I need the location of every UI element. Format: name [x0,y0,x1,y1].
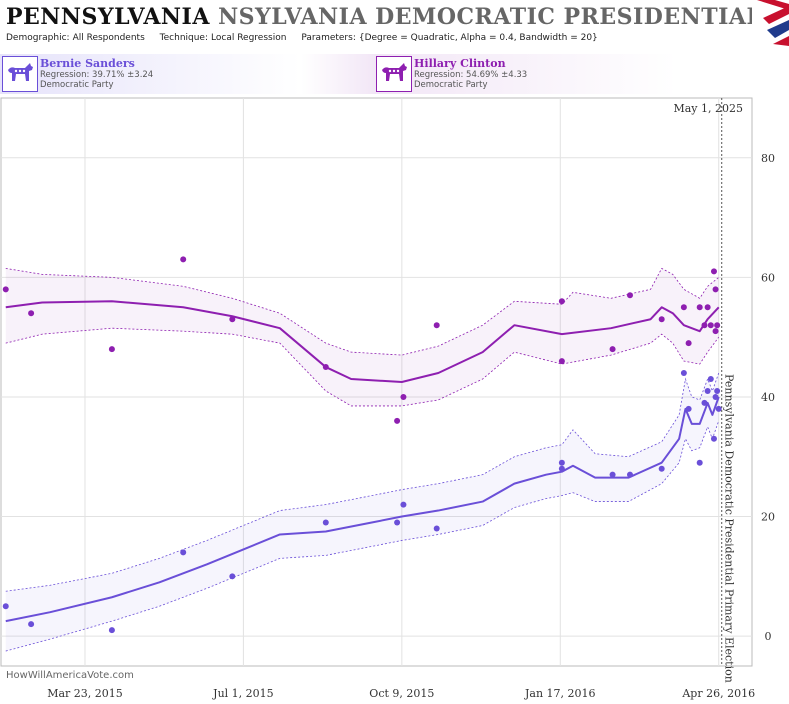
poll-point [558,358,565,365]
poll-point [229,316,236,323]
confidence-band [5,268,719,406]
poll-point [627,292,634,299]
x-tick-label: Jul 1, 2015 [212,687,274,700]
poll-point [696,459,703,466]
watermark: HowWillAmericaVote.com [6,670,134,681]
param-demographic: Demographic: All Respondents [6,33,145,43]
poll-point [400,393,407,400]
lower-bound-line [5,420,720,652]
poll-point [701,399,708,406]
trend-line [5,396,720,623]
candidate-party: Democratic Party [414,80,488,90]
poll-point [712,328,719,335]
poll-point [627,471,634,478]
poll-point [2,603,9,610]
y-tick-label: 0 [765,630,772,643]
y-tick-label: 80 [761,152,775,165]
param-technique: Technique: Local Regression [159,33,287,43]
confidence-band [5,373,719,652]
poll-point [710,435,717,442]
donkey-icon [2,56,38,92]
poll-point [229,573,236,580]
poll-point [558,298,565,305]
poll-point [696,304,703,311]
poll-point [609,346,616,353]
x-tick-label: Jan 17, 2016 [524,687,596,700]
poll-point [108,627,115,634]
lower-bound-line [5,327,720,407]
poll-point [707,322,714,329]
candidate-bar: Bernie Sanders Regression: 39.71% ±3.24 … [0,54,752,94]
title-state: PENNSYLVANIA [6,4,210,30]
poll-point [710,268,717,275]
x-tick-label: Oct 9, 2015 [369,687,434,700]
poll-point [558,459,565,466]
poll-point [180,256,187,263]
poll-point [712,286,719,293]
poll-point [609,471,616,478]
election-label: Pennsylvania Democratic Presidential Pri… [723,374,736,683]
candidate-name: Hillary Clinton [414,57,506,70]
poll-point [680,304,687,311]
trend-line [5,300,720,383]
poll-point [704,304,711,311]
candidate-regression: Regression: 54.69% ±4.33 [414,70,528,80]
candidate-regression: Regression: 39.71% ±3.24 [40,70,154,80]
poll-point [701,322,708,329]
poll-point [400,501,407,508]
poll-point [658,316,665,323]
upper-bound-line [5,267,719,356]
plot-frame [0,97,753,667]
y-tick-label: 60 [761,271,775,284]
upper-bound-line [5,372,720,592]
poll-point [322,519,329,526]
poll-point [2,286,9,293]
poll-point [707,376,714,383]
poll-chart: 0 20 40 60 80 Mar 23, 2015 Jul 1, 2015 Oct 9, 2… [0,97,775,700]
poll-point [685,405,692,412]
param-parameters: Parameters: {Degree = Quadratic, Alpha = … [301,33,598,43]
page-title: PENNSYLVANIA NSYLVANIA DEMOCRATIC PRESID… [6,4,752,30]
y-tick-label: 40 [761,391,775,404]
poll-point [433,322,440,329]
poll-point [704,387,711,394]
candidate-name: Bernie Sanders [40,57,135,70]
x-tick-label: Apr 26, 2016 [681,687,755,700]
candidate-party: Democratic Party [40,80,114,90]
poll-point [433,525,440,532]
donkey-icon [376,56,412,92]
poll-point [322,364,329,371]
poll-point [680,370,687,377]
poll-point [714,387,721,394]
title-rest: NSYLVANIA DEMOCRATIC PRESIDENTIAL PRIM [218,4,752,30]
poll-point [28,310,35,317]
poll-point [108,346,115,353]
poll-point [394,417,401,424]
corner-date-label: May 1, 2025 [673,102,743,115]
poll-point [394,519,401,526]
poll-point [715,405,722,412]
poll-point [658,465,665,472]
poll-point [28,621,35,628]
flag-logo-icon [757,0,789,46]
poll-point [180,549,187,556]
y-tick-label: 20 [761,511,775,524]
parameters-line: Demographic: All Respondents Technique: Lo… [6,33,610,43]
poll-point [714,322,721,329]
x-tick-label: Mar 23, 2015 [47,687,123,700]
poll-point [685,340,692,347]
header: PENNSYLVANIA NSYLVANIA DEMOCRATIC PRESID… [0,0,752,50]
poll-point [558,465,565,472]
poll-point [712,393,719,400]
